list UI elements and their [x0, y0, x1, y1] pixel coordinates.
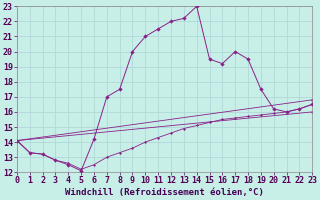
X-axis label: Windchill (Refroidissement éolien,°C): Windchill (Refroidissement éolien,°C): [65, 188, 264, 197]
